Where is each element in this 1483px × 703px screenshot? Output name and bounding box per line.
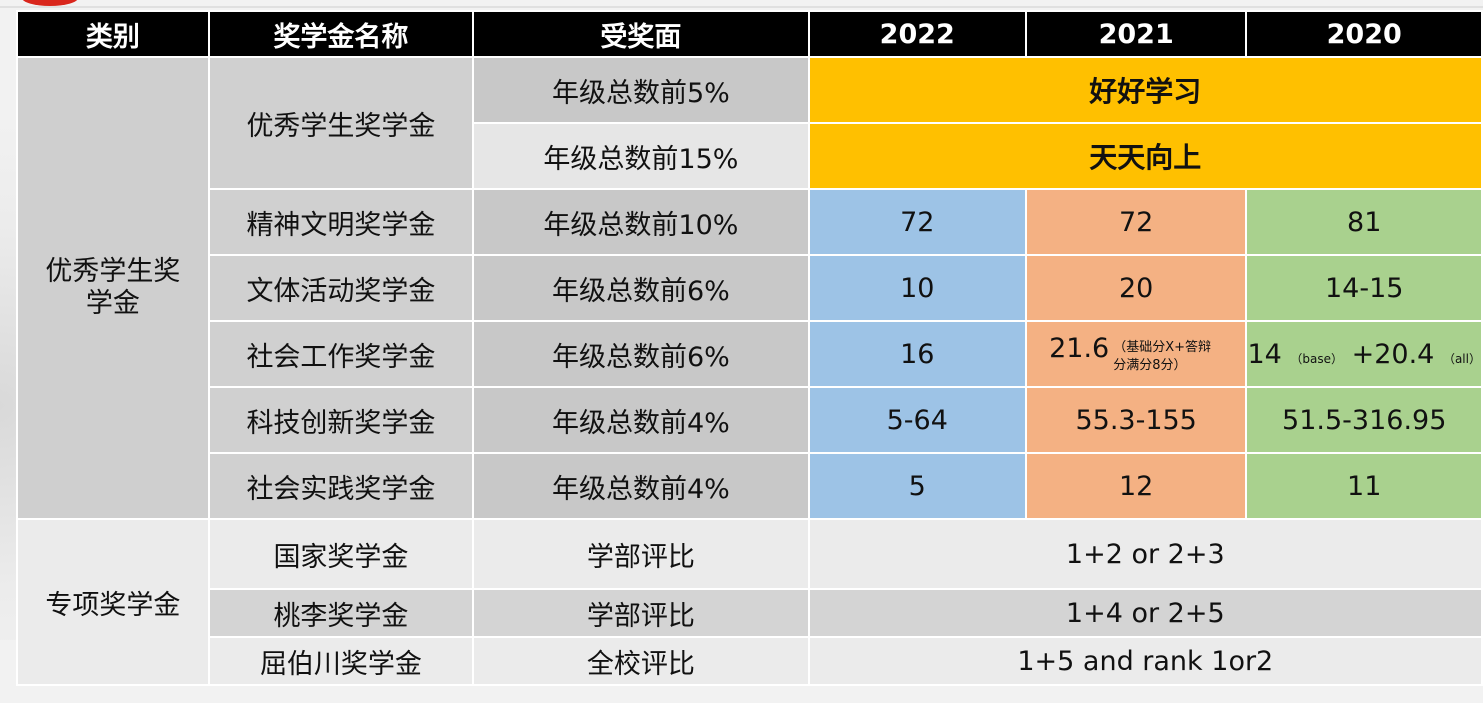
value-2020-note-all: （all） — [1442, 351, 1481, 366]
category-label: 优秀学生奖学金 — [45, 255, 181, 319]
name-cell: 社会工作奖学金 — [207, 320, 475, 388]
value-2022-cell: 5 — [807, 452, 1027, 520]
header-2022: 2022 — [807, 10, 1027, 58]
merged-value-cell: 天天向上 — [807, 122, 1483, 190]
value-2021-cell: 20 — [1024, 254, 1248, 322]
value-2021-cell: 55.3-155 — [1024, 386, 1248, 454]
value-2022-cell: 10 — [807, 254, 1027, 322]
value-2020-cell: 11 — [1245, 452, 1483, 520]
value-2022-cell: 72 — [807, 188, 1027, 256]
value-2020-extra: +20.4 — [1351, 338, 1435, 370]
coverage-cell: 年级总数前6% — [472, 320, 810, 388]
name-cell: 科技创新奖学金 — [207, 386, 475, 454]
header-row: 类别 奖学金名称 受奖面 2022 2021 2020 — [16, 10, 1483, 58]
value-2020-cell: 14-15 — [1245, 254, 1483, 322]
merged-value-cell: 1+5 and rank 1or2 — [807, 636, 1483, 686]
divider — [0, 6, 1483, 8]
coverage-cell: 全校评比 — [472, 636, 810, 686]
value-2020-cell: 14 （base） +20.4 （all） — [1245, 320, 1483, 388]
coverage-cell: 年级总数前4% — [472, 452, 810, 520]
coverage-cell: 年级总数前15% — [472, 122, 810, 190]
table-row: 屈伯川奖学金 全校评比 1+5 and rank 1or2 — [17, 636, 1483, 686]
coverage-cell: 学部评比 — [472, 518, 810, 590]
table-row: 优秀学生奖学金 优秀学生奖学金 年级总数前5% 好好学习 — [16, 56, 1483, 520]
header-name: 奖学金名称 — [207, 10, 475, 58]
table-row: 社会实践奖学金 年级总数前4% 5 12 11 — [17, 452, 1483, 520]
name-cell: 社会实践奖学金 — [207, 452, 475, 520]
coverage-cell: 年级总数前6% — [472, 254, 810, 322]
category-cell: 优秀学生奖学金 — [16, 56, 210, 520]
value-2021-main: 21.6 — [1049, 333, 1110, 365]
coverage-cell: 年级总数前10% — [472, 188, 810, 256]
table-row: 文体活动奖学金 年级总数前6% 10 20 14-15 — [17, 254, 1483, 322]
value-2022-cell: 5-64 — [807, 386, 1027, 454]
value-2021-cell: 72 — [1024, 188, 1248, 256]
coverage-cell: 年级总数前5% — [472, 56, 810, 124]
name-cell: 桃李奖学金 — [207, 588, 475, 638]
table-row: 精神文明奖学金 年级总数前10% 72 72 81 — [17, 188, 1483, 256]
table-row: 桃李奖学金 学部评比 1+4 or 2+5 — [17, 588, 1483, 638]
value-2020-main: 14 — [1247, 338, 1282, 370]
scholarship-table: 类别 奖学金名称 受奖面 2022 2021 2020 优秀学生奖学金 优秀学生… — [16, 10, 1483, 686]
header-category: 类别 — [16, 10, 210, 58]
value-2020-cell: 51.5-316.95 — [1245, 386, 1483, 454]
table-row: 社会工作奖学金 年级总数前6% 16 21.6 （基础分X+答辩分满分8分） 1… — [17, 320, 1483, 388]
value-2020-cell: 81 — [1245, 188, 1483, 256]
name-cell: 优秀学生奖学金 — [207, 56, 475, 190]
name-cell: 精神文明奖学金 — [207, 188, 475, 256]
coverage-cell: 学部评比 — [472, 588, 810, 638]
logo-mark — [22, 0, 78, 6]
name-cell: 屈伯川奖学金 — [207, 636, 475, 686]
header-2021: 2021 — [1024, 10, 1248, 58]
merged-value-cell: 1+4 or 2+5 — [807, 588, 1483, 638]
value-2020-note-base: （base） — [1290, 351, 1344, 366]
value-2021-cell: 12 — [1024, 452, 1248, 520]
name-cell: 国家奖学金 — [207, 518, 475, 590]
coverage-cell: 年级总数前4% — [472, 386, 810, 454]
header-coverage: 受奖面 — [472, 10, 810, 58]
name-cell: 文体活动奖学金 — [207, 254, 475, 322]
merged-value-cell: 好好学习 — [807, 56, 1483, 124]
table-row: 专项奖学金 国家奖学金 学部评比 1+2 or 2+3 — [16, 518, 1483, 686]
table-row: 科技创新奖学金 年级总数前4% 5-64 55.3-155 51.5-316.9… — [17, 386, 1483, 454]
value-2021-cell: 21.6 （基础分X+答辩分满分8分） — [1024, 320, 1248, 388]
merged-value-cell: 1+2 or 2+3 — [807, 518, 1483, 590]
value-2022-cell: 16 — [807, 320, 1027, 388]
header-2020: 2020 — [1245, 10, 1483, 58]
table-row: 年级总数前15% 天天向上 — [17, 122, 1483, 190]
value-2021-note: （基础分X+答辩分满分8分） — [1113, 340, 1212, 373]
category-cell: 专项奖学金 — [16, 518, 210, 686]
